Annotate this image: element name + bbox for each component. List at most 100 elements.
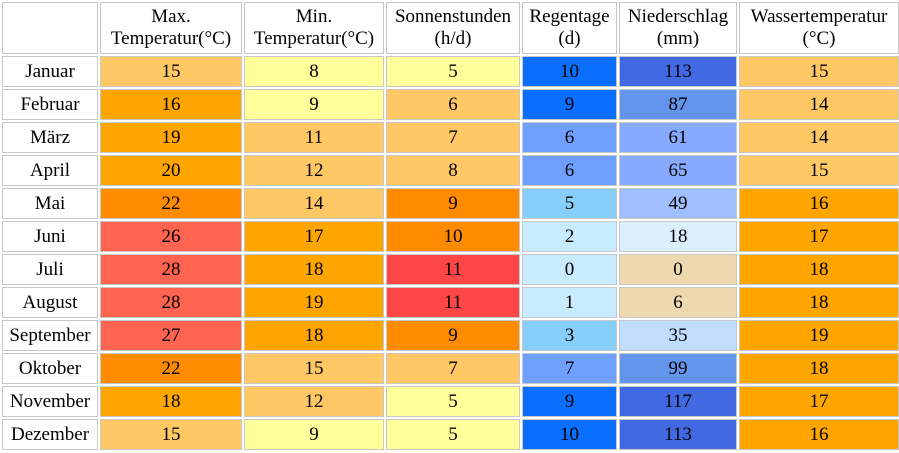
table-row: Juni 26 17 10 2 18 17 xyxy=(2,221,899,252)
table-row: September 27 18 9 3 35 19 xyxy=(2,320,899,351)
cell-water-temperature: 14 xyxy=(739,89,899,120)
header-max-temperature: Max. Temperatur(°C) xyxy=(100,2,242,54)
header-line2: (d) xyxy=(558,28,581,49)
cell-max-temperature: 20 xyxy=(100,155,242,186)
month-label: Juni xyxy=(2,221,98,252)
month-label: Juli xyxy=(2,254,98,285)
cell-precipitation: 18 xyxy=(619,221,737,252)
header-line1: Niederschlag xyxy=(627,6,729,27)
cell-water-temperature: 19 xyxy=(739,320,899,351)
header-line2: (h/d) xyxy=(434,28,472,49)
table-row: Oktober 22 15 7 7 99 18 xyxy=(2,353,899,384)
cell-sunshine-hours: 11 xyxy=(386,287,520,318)
cell-min-temperature: 11 xyxy=(244,122,384,153)
cell-precipitation: 113 xyxy=(619,56,737,87)
header-rain-days: Regentage (d) xyxy=(522,2,617,54)
cell-rain-days: 6 xyxy=(522,155,617,186)
table-row: November 18 12 5 9 117 17 xyxy=(2,386,899,417)
header-line2: Temperatur(°C) xyxy=(110,28,232,49)
cell-precipitation: 35 xyxy=(619,320,737,351)
cell-rain-days: 6 xyxy=(522,122,617,153)
month-label: September xyxy=(2,320,98,351)
cell-max-temperature: 26 xyxy=(100,221,242,252)
header-line2: (°C) xyxy=(802,28,836,49)
cell-water-temperature: 18 xyxy=(739,353,899,384)
header-line1: Max. xyxy=(151,6,191,27)
cell-max-temperature: 15 xyxy=(100,419,242,450)
cell-precipitation: 99 xyxy=(619,353,737,384)
cell-max-temperature: 16 xyxy=(100,89,242,120)
cell-max-temperature: 19 xyxy=(100,122,242,153)
cell-water-temperature: 16 xyxy=(739,419,899,450)
cell-rain-days: 0 xyxy=(522,254,617,285)
month-label: Oktober xyxy=(2,353,98,384)
cell-max-temperature: 28 xyxy=(100,287,242,318)
month-label: Mai xyxy=(2,188,98,219)
cell-min-temperature: 19 xyxy=(244,287,384,318)
cell-precipitation: 87 xyxy=(619,89,737,120)
header-precipitation: Niederschlag (mm) xyxy=(619,2,737,54)
cell-precipitation: 49 xyxy=(619,188,737,219)
cell-precipitation: 65 xyxy=(619,155,737,186)
cell-water-temperature: 18 xyxy=(739,287,899,318)
table-row: Mai 22 14 9 5 49 16 xyxy=(2,188,899,219)
header-water-temperature: Wassertemperatur (°C) xyxy=(739,2,899,54)
cell-sunshine-hours: 9 xyxy=(386,320,520,351)
month-label: Januar xyxy=(2,56,98,87)
cell-sunshine-hours: 8 xyxy=(386,155,520,186)
cell-min-temperature: 18 xyxy=(244,254,384,285)
header-line2: (mm) xyxy=(656,28,700,49)
cell-sunshine-hours: 7 xyxy=(386,122,520,153)
header-line1: Wassertemperatur xyxy=(750,6,888,27)
climate-table-body: Januar 15 8 5 10 113 15 Februar 16 9 6 9 87 14 März 19 1… xyxy=(2,56,899,450)
cell-rain-days: 9 xyxy=(522,89,617,120)
header-row: Max. Temperatur(°C) Min. Temperatur(°C) So… xyxy=(2,2,899,54)
cell-max-temperature: 22 xyxy=(100,353,242,384)
month-label: April xyxy=(2,155,98,186)
header-line1: Sonnenstunden xyxy=(394,6,512,27)
table-row: April 20 12 8 6 65 15 xyxy=(2,155,899,186)
cell-water-temperature: 15 xyxy=(739,155,899,186)
cell-water-temperature: 14 xyxy=(739,122,899,153)
cell-rain-days: 10 xyxy=(522,56,617,87)
cell-min-temperature: 15 xyxy=(244,353,384,384)
cell-precipitation: 0 xyxy=(619,254,737,285)
month-label: Februar xyxy=(2,89,98,120)
cell-sunshine-hours: 10 xyxy=(386,221,520,252)
table-row: Dezember 15 9 5 10 113 16 xyxy=(2,419,899,450)
cell-max-temperature: 27 xyxy=(100,320,242,351)
cell-min-temperature: 17 xyxy=(244,221,384,252)
cell-sunshine-hours: 5 xyxy=(386,56,520,87)
cell-sunshine-hours: 5 xyxy=(386,386,520,417)
month-label: Dezember xyxy=(2,419,98,450)
cell-water-temperature: 17 xyxy=(739,221,899,252)
cell-precipitation: 61 xyxy=(619,122,737,153)
cell-min-temperature: 8 xyxy=(244,56,384,87)
month-label: August xyxy=(2,287,98,318)
cell-sunshine-hours: 5 xyxy=(386,419,520,450)
cell-max-temperature: 28 xyxy=(100,254,242,285)
header-line1: Min. xyxy=(295,6,333,27)
table-row: August 28 19 11 1 6 18 xyxy=(2,287,899,318)
cell-rain-days: 10 xyxy=(522,419,617,450)
cell-water-temperature: 15 xyxy=(739,56,899,87)
cell-water-temperature: 18 xyxy=(739,254,899,285)
cell-rain-days: 3 xyxy=(522,320,617,351)
cell-sunshine-hours: 6 xyxy=(386,89,520,120)
month-label: November xyxy=(2,386,98,417)
cell-water-temperature: 17 xyxy=(739,386,899,417)
cell-rain-days: 1 xyxy=(522,287,617,318)
cell-rain-days: 9 xyxy=(522,386,617,417)
cell-water-temperature: 16 xyxy=(739,188,899,219)
cell-sunshine-hours: 9 xyxy=(386,188,520,219)
cell-precipitation: 6 xyxy=(619,287,737,318)
cell-max-temperature: 15 xyxy=(100,56,242,87)
cell-max-temperature: 18 xyxy=(100,386,242,417)
cell-precipitation: 117 xyxy=(619,386,737,417)
header-line1: Regentage xyxy=(529,6,610,27)
header-line2: Temperatur(°C) xyxy=(253,28,375,49)
table-row: Januar 15 8 5 10 113 15 xyxy=(2,56,899,87)
cell-sunshine-hours: 11 xyxy=(386,254,520,285)
cell-rain-days: 2 xyxy=(522,221,617,252)
